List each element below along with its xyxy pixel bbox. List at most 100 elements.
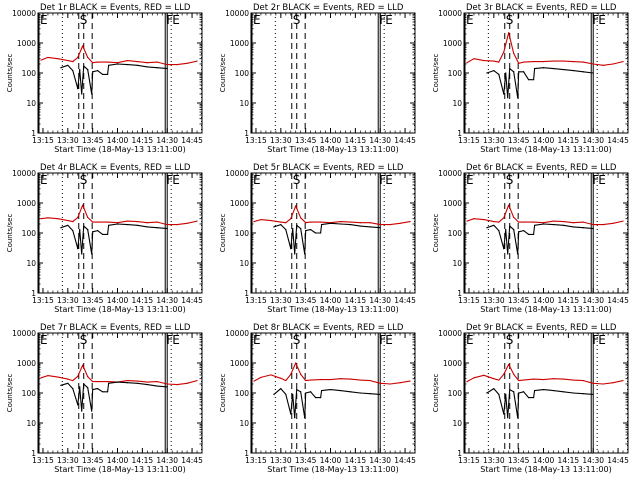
- x-tick-label: 14:15: [345, 456, 367, 465]
- y-tick-label: 10: [26, 99, 36, 108]
- x-tick-label: 13:45: [82, 456, 104, 465]
- data-point: [513, 52, 515, 55]
- data-point: [92, 62, 94, 64]
- x-tick-label: 14:00: [107, 296, 129, 305]
- x-tick-label: 14:00: [320, 296, 342, 305]
- data-point: [156, 67, 158, 69]
- data-point: [562, 391, 564, 393]
- data-point: [572, 222, 574, 224]
- x-axis-label: Start Time (18-May-13 13:11:00): [54, 145, 185, 154]
- data-point: [552, 220, 555, 222]
- x-tick-label: 14:30: [156, 136, 178, 145]
- x-tick-label: 14:30: [156, 456, 178, 465]
- data-point: [126, 224, 129, 226]
- series-line-lld: [253, 362, 411, 385]
- data-point: [83, 383, 85, 385]
- y-axis-label: Counts/sec: [432, 54, 440, 93]
- data-point: [507, 417, 509, 419]
- data-point: [146, 384, 148, 386]
- data-point: [300, 228, 302, 230]
- data-point: [47, 56, 49, 59]
- data-point: [602, 224, 604, 226]
- data-point: [305, 222, 307, 224]
- data-point: [77, 375, 79, 377]
- marker-label: S: [506, 13, 514, 27]
- data-point: [505, 393, 507, 395]
- y-tick-label: 1: [31, 289, 36, 298]
- data-point: [146, 66, 148, 68]
- data-point: [315, 397, 317, 399]
- data-point: [349, 378, 351, 380]
- data-point: [473, 218, 475, 220]
- data-point: [513, 228, 515, 231]
- data-point: [509, 388, 511, 391]
- data-point: [379, 227, 381, 229]
- data-point: [186, 222, 188, 224]
- data-point: [505, 228, 507, 231]
- y-axis-label: Counts/sec: [219, 374, 227, 413]
- data-point: [146, 222, 148, 224]
- data-point: [486, 392, 488, 394]
- data-point: [498, 379, 500, 381]
- y-tick-label: 1: [31, 449, 36, 458]
- data-point: [57, 218, 59, 220]
- data-point: [67, 64, 69, 66]
- x-tick-label: 13:30: [270, 456, 292, 465]
- data-point: [106, 380, 109, 383]
- data-point: [285, 228, 287, 231]
- data-point: [507, 253, 509, 255]
- data-point: [290, 373, 292, 375]
- x-tick-label: 14:45: [181, 136, 203, 145]
- x-tick-label: 14:30: [369, 456, 391, 465]
- data-point: [91, 410, 93, 412]
- data-point: [513, 216, 515, 219]
- x-tick-label: 14:45: [394, 296, 416, 305]
- marker-label: E: [466, 173, 474, 187]
- data-point: [379, 382, 381, 384]
- data-point: [503, 413, 505, 415]
- data-point: [97, 388, 99, 390]
- data-point: [349, 391, 351, 393]
- y-tick-label: 1: [31, 129, 36, 138]
- marker-label: S: [293, 13, 301, 27]
- data-point: [389, 224, 391, 226]
- data-point: [106, 233, 109, 235]
- data-point: [116, 223, 119, 225]
- data-point: [507, 97, 509, 99]
- y-tick-label: 100: [448, 389, 463, 398]
- marker-label: S: [293, 333, 301, 347]
- data-point: [493, 388, 495, 390]
- series-line-events: [486, 67, 594, 99]
- x-tick-label: 14:00: [533, 296, 555, 305]
- data-point: [97, 61, 99, 63]
- y-tick-label: 100: [448, 69, 463, 78]
- data-point: [305, 379, 307, 382]
- data-point: [77, 216, 79, 219]
- data-point: [116, 381, 119, 383]
- data-point: [532, 79, 535, 81]
- data-point: [592, 72, 594, 74]
- data-point: [92, 388, 94, 391]
- data-point: [67, 378, 69, 380]
- data-point: [304, 417, 306, 419]
- marker-label: E: [253, 13, 261, 27]
- data-point: [176, 384, 178, 386]
- data-point: [106, 391, 109, 393]
- data-point: [523, 71, 525, 73]
- x-tick-label: 13:30: [483, 136, 505, 145]
- series-line-lld: [40, 45, 198, 66]
- data-point: [294, 417, 296, 419]
- data-point: [513, 71, 515, 73]
- data-point: [79, 386, 81, 388]
- x-tick-label: 14:15: [558, 456, 580, 465]
- data-point: [116, 222, 119, 224]
- data-point: [466, 220, 468, 222]
- data-point: [528, 79, 530, 81]
- y-tick-label: 100: [235, 389, 250, 398]
- data-point: [572, 226, 574, 228]
- y-axis-label: Counts/sec: [6, 374, 14, 413]
- x-tick-label: 13:45: [82, 136, 104, 145]
- chart-panel: Det 2r BLACK = Events, RED = LLD 1 10 100 10…: [219, 3, 416, 154]
- data-point: [582, 379, 584, 382]
- data-point: [493, 224, 495, 226]
